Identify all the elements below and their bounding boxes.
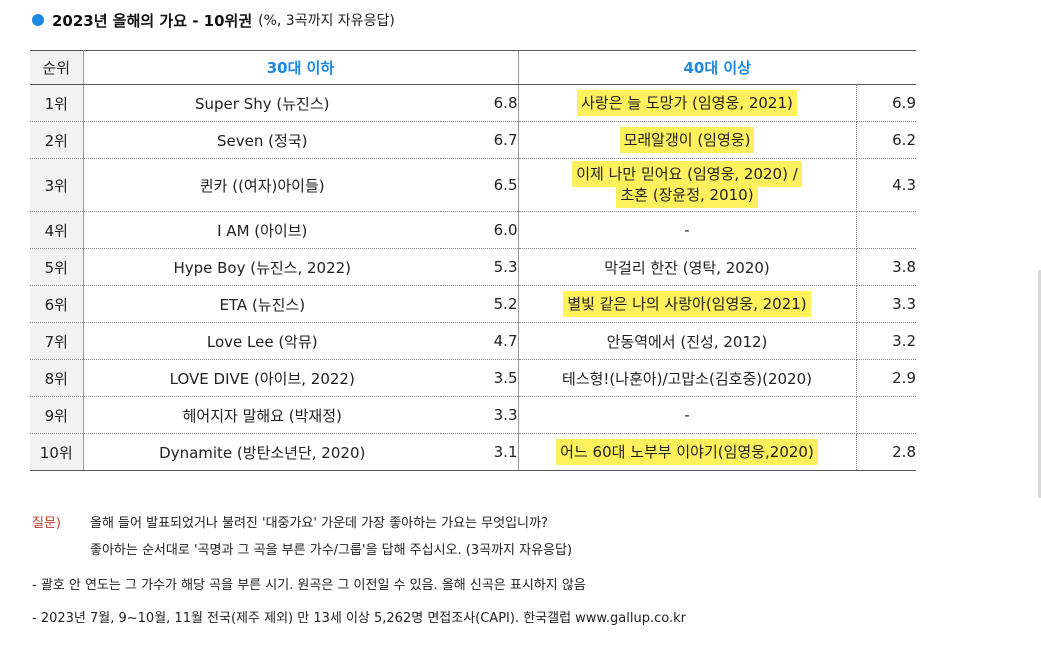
pct-30-cell: 5.3 [441, 248, 519, 286]
pct-30-cell: 3.1 [441, 433, 519, 471]
table-row: 6위 ETA (뉴진스) 5.2 별빛 같은 나의 사랑아(임영웅, 2021)… [30, 285, 916, 323]
pct-40-cell: 2.8 [856, 433, 916, 471]
pct-30-cell: 5.2 [441, 285, 519, 323]
song-30-cell: Hype Boy (뉴진스, 2022) [83, 248, 441, 286]
song-30-cell: 퀸카 ((여자)아이들) [83, 158, 441, 212]
table-row: 9위 헤어지자 말해요 (박재정) 3.3 - [30, 396, 916, 434]
pct-40-cell: 4.3 [856, 158, 916, 212]
title-main: 2023년 올해의 가요 - 10위권 [52, 11, 253, 30]
song-30-cell: ETA (뉴진스) [83, 285, 441, 323]
highlighted-song-line2: 초혼 (장윤정, 2010) [616, 182, 758, 208]
song-40-cell: - [518, 211, 857, 249]
song-40-cell: 모래알갱이 (임영웅) [518, 121, 857, 159]
rank-cell: 6위 [30, 285, 84, 323]
song-40-cell: 사랑은 늘 도망가 (임영웅, 2021) [518, 84, 857, 122]
question-label: 질문) [32, 516, 61, 531]
rank-cell: 3위 [30, 158, 84, 212]
song-40-cell: 이제 나만 믿어요 (임영웅, 2020) / 초혼 (장윤정, 2010) [518, 158, 857, 212]
bullet-dot-icon [32, 14, 44, 26]
table-row: 10위 Dynamite (방탄소년단, 2020) 3.1 어느 60대 노부… [30, 433, 916, 471]
song-40-cell: 어느 60대 노부부 이야기(임영웅,2020) [518, 433, 857, 471]
ranking-table: 순위 30대 이하 40대 이상 1위 Super Shy (뉴진스) 6.8 … [30, 50, 916, 471]
question-text: 올해 들어 발표되었거나 불려진 '대중가요' 가운데 가장 좋아하는 가요는 … [90, 512, 572, 566]
song-30-cell: LOVE DIVE (아이브, 2022) [83, 359, 441, 397]
song-40-cell: - [518, 396, 857, 434]
song-40-multiline: 이제 나만 믿어요 (임영웅, 2020) / 초혼 (장윤정, 2010) [572, 161, 802, 208]
rank-cell: 2위 [30, 121, 84, 159]
song-30-cell: Super Shy (뉴진스) [83, 84, 441, 122]
header-group-30: 30대 이하 [83, 50, 518, 85]
table-row: 8위 LOVE DIVE (아이브, 2022) 3.5 테스형!(나훈아)/고… [30, 359, 916, 397]
pct-40-cell: 6.9 [856, 84, 916, 122]
pct-40-cell: 3.8 [856, 248, 916, 286]
table-row: 4위 I AM (아이브) 6.0 - [30, 211, 916, 249]
rank-cell: 8위 [30, 359, 84, 397]
question-line-1: 올해 들어 발표되었거나 불려진 '대중가요' 가운데 가장 좋아하는 가요는 … [90, 516, 548, 531]
page-title: 2023년 올해의 가요 - 10위권 (%, 3곡까지 자유응답) [32, 8, 395, 32]
rank-cell: 10위 [30, 433, 84, 471]
table-row: 5위 Hype Boy (뉴진스, 2022) 5.3 막걸리 한잔 (영탁, … [30, 248, 916, 286]
song-30-cell: Love Lee (악뮤) [83, 322, 441, 360]
rank-cell: 7위 [30, 322, 84, 360]
table-row: 7위 Love Lee (악뮤) 4.7 안동역에서 (진성, 2012) 3.… [30, 322, 916, 360]
header-rank: 순위 [30, 50, 84, 85]
song-30-cell: Seven (정국) [83, 121, 441, 159]
pct-40-cell: 3.3 [856, 285, 916, 323]
pct-40-cell: 6.2 [856, 121, 916, 159]
pct-30-cell: 3.5 [441, 359, 519, 397]
highlighted-song: 사랑은 늘 도망가 (임영웅, 2021) [577, 89, 797, 116]
pct-30-cell: 6.7 [441, 121, 519, 159]
highlighted-song: 어느 60대 노부부 이야기(임영웅,2020) [556, 438, 818, 465]
scrollbar-track[interactable] [1038, 270, 1041, 498]
survey-notes: 질문) 올해 들어 발표되었거나 불려진 '대중가요' 가운데 가장 좋아하는 … [32, 512, 686, 626]
highlighted-song: 모래알갱이 (임영웅) [619, 126, 755, 153]
rank-cell: 9위 [30, 396, 84, 434]
highlighted-song: 별빛 같은 나의 사랑아(임영웅, 2021) [563, 290, 811, 317]
rank-cell: 1위 [30, 84, 84, 122]
song-30-cell: Dynamite (방탄소년단, 2020) [83, 433, 441, 471]
song-30-cell: I AM (아이브) [83, 211, 441, 249]
pct-40-cell: 2.9 [856, 359, 916, 397]
question-line-2: 좋아하는 순서대로 '곡명과 그 곡을 부른 가수/그룹'을 답해 주십시오. … [90, 543, 573, 558]
pct-40-cell [856, 211, 916, 249]
pct-30-cell: 6.8 [441, 84, 519, 122]
song-40-cell: 막걸리 한잔 (영탁, 2020) [518, 248, 857, 286]
pct-30-cell: 6.5 [441, 158, 519, 212]
pct-40-cell [856, 396, 916, 434]
header-group-40: 40대 이상 [517, 50, 916, 85]
song-40-cell: 별빛 같은 나의 사랑아(임영웅, 2021) [518, 285, 857, 323]
table-row: 2위 Seven (정국) 6.7 모래알갱이 (임영웅) 6.2 [30, 121, 916, 159]
footnote-survey: - 2023년 7월, 9~10월, 11월 전국(제주 제외) 만 13세 이… [32, 611, 686, 626]
table-header-row: 순위 30대 이하 40대 이상 [30, 50, 916, 85]
pct-30-cell: 3.3 [441, 396, 519, 434]
question-block: 질문) 올해 들어 발표되었거나 불려진 '대중가요' 가운데 가장 좋아하는 … [32, 512, 686, 566]
song-40-cell: 안동역에서 (진성, 2012) [518, 322, 857, 360]
table-row: 3위 퀸카 ((여자)아이들) 6.5 이제 나만 믿어요 (임영웅, 2020… [30, 158, 916, 212]
song-40-cell: 테스형!(나훈아)/고맙소(김호중)(2020) [518, 359, 857, 397]
rank-cell: 5위 [30, 248, 84, 286]
table-row: 1위 Super Shy (뉴진스) 6.8 사랑은 늘 도망가 (임영웅, 2… [30, 84, 916, 122]
footnote-year: - 괄호 안 연도는 그 가수가 해당 곡을 부른 시기. 원곡은 그 이전일 … [32, 578, 586, 593]
rank-cell: 4위 [30, 211, 84, 249]
pct-30-cell: 6.0 [441, 211, 519, 249]
pct-40-cell: 3.2 [856, 322, 916, 360]
song-30-cell: 헤어지자 말해요 (박재정) [83, 396, 441, 434]
title-subtitle: (%, 3곡까지 자유응답) [258, 13, 395, 29]
pct-30-cell: 4.7 [441, 322, 519, 360]
